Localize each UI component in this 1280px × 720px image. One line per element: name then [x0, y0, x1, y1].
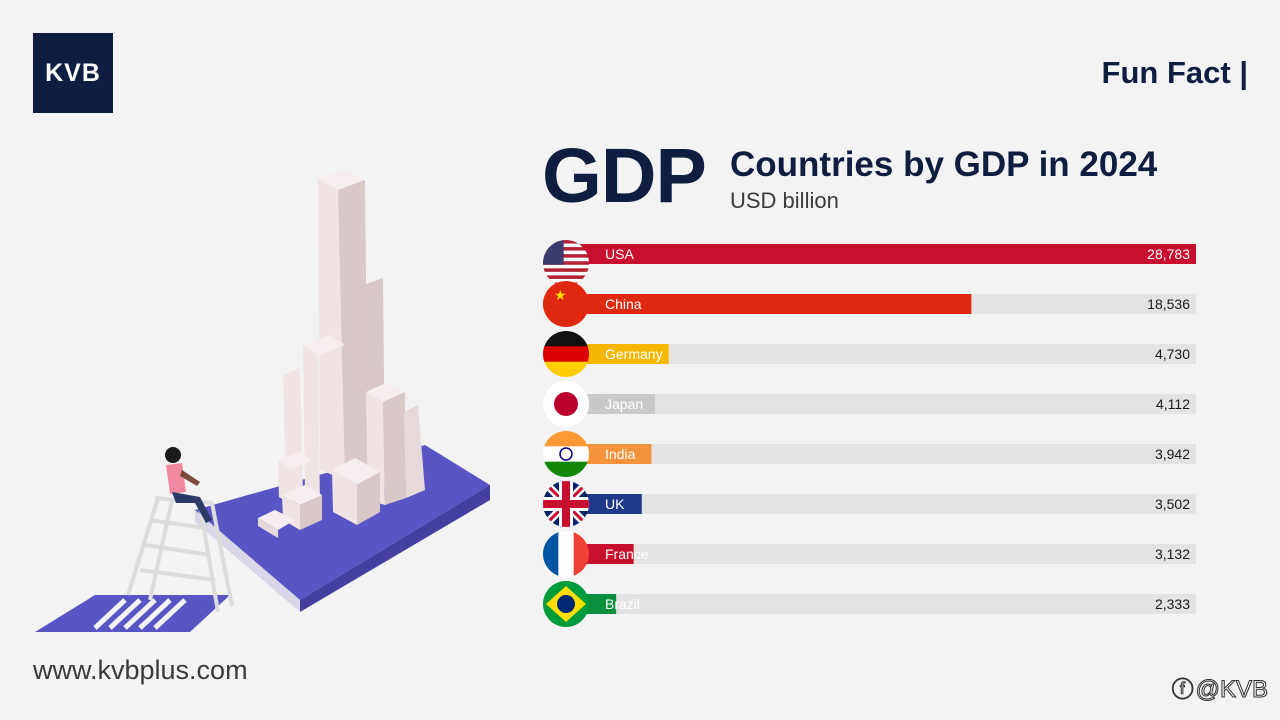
value-label-india: 3,942: [1155, 446, 1190, 462]
value-label-usa: 28,783: [1147, 246, 1190, 262]
category-label-uk: UK: [605, 496, 625, 512]
bar-track-india: [565, 444, 1196, 464]
category-label-india: India: [605, 446, 636, 462]
category-label-brazil: Brazil: [605, 596, 640, 612]
flag-icon-india: [543, 431, 589, 477]
social-handle-text: @KVB: [1195, 676, 1268, 704]
value-label-uk: 3,502: [1155, 496, 1190, 512]
website-url[interactable]: www.kvbplus.com: [33, 655, 248, 685]
bar-track-brazil: [565, 594, 1196, 614]
bar-germany: [565, 344, 669, 364]
ladder: [126, 496, 234, 613]
value-label-france: 3,132: [1155, 546, 1190, 562]
flag-icon-china: ★: [543, 281, 589, 327]
chart-unit: USD billion: [730, 188, 839, 213]
fun-fact-label: Fun Fact |: [1101, 55, 1248, 90]
category-label-usa: USA: [605, 246, 634, 262]
flag-icon-japan: [543, 381, 589, 427]
bar-china: [565, 294, 972, 314]
bar-track-uk: [565, 494, 1196, 514]
svg-text:★: ★: [554, 288, 567, 304]
bar-usa: [565, 244, 1196, 264]
value-label-china: 18,536: [1147, 296, 1190, 312]
value-label-germany: 4,730: [1155, 346, 1190, 362]
person-figure: [165, 447, 212, 523]
flag-icon-uk: [543, 481, 589, 527]
category-label-france: France: [605, 546, 649, 562]
logo-text: KVB: [45, 58, 101, 87]
kvb-logo: KVB: [33, 33, 113, 113]
value-label-japan: 4,112: [1156, 396, 1190, 412]
bar-track-france: [565, 544, 1196, 564]
bar-track-japan: [565, 394, 1196, 414]
flag-icon-brazil: [543, 581, 589, 627]
gdp-heading: GDP: [542, 133, 707, 219]
social-handle[interactable]: ⓕ@KVB: [1171, 672, 1268, 704]
facebook-icon: ⓕ: [1171, 677, 1194, 703]
category-label-germany: Germany: [605, 346, 663, 362]
category-label-japan: Japan: [605, 396, 643, 412]
bar-track-germany: [565, 344, 1196, 364]
flag-icon-germany: [543, 331, 589, 377]
flag-icon-usa: [543, 240, 589, 286]
value-label-brazil: 2,333: [1155, 596, 1190, 612]
category-label-china: China: [605, 296, 642, 312]
city-illustration: [35, 170, 490, 632]
flag-icon-france: [543, 531, 589, 577]
chart-title: Countries by GDP in 2024: [730, 145, 1158, 184]
